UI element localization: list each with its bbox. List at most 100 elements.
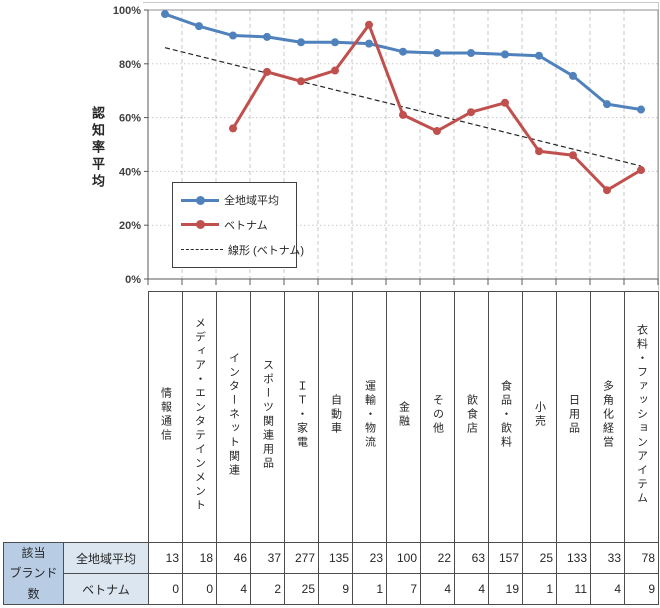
category-header-cell: 運輸・物流: [352, 291, 387, 543]
value-cell: 7: [386, 573, 421, 606]
category-header-cell: 飲食店: [454, 291, 489, 543]
table-row: 該当 ブランド 数全地域平均 13 18 46 37 277 135 23 100 22 63 157…: [3, 541, 659, 606]
value-cell: 37: [250, 541, 285, 575]
value-cell: 33: [590, 541, 625, 575]
category-header-label: 小売: [533, 400, 546, 429]
category-header-label: インターネット関連: [227, 351, 240, 478]
value-cell: 9: [624, 573, 659, 606]
data-point-marker: [331, 38, 339, 47]
value-cell: 4: [216, 573, 251, 606]
value-cell: 63: [454, 541, 489, 575]
row-label-cell: 全地域平均: [63, 541, 149, 575]
value-cell: 19: [488, 573, 523, 606]
data-point-marker: [535, 51, 543, 60]
data-point-marker: [637, 105, 645, 114]
legend-entry-all-region: 全地域平均: [181, 192, 288, 208]
data-point-marker: [263, 32, 271, 41]
data-point-marker: [501, 98, 509, 107]
value-cell: 1: [352, 573, 387, 606]
value-cell: 25: [284, 573, 319, 606]
data-point-marker: [433, 127, 441, 136]
category-header-cell: 衣料・ファッションアイテム: [624, 291, 659, 543]
value-cell: 23: [352, 541, 387, 575]
y-tick-label: 0%: [125, 274, 141, 286]
table-row: ベトナム 0 0 4 2 25 9 1 7 4 4 19 1 11 4 9: [4, 573, 659, 606]
data-point-marker: [467, 108, 475, 117]
data-point-marker: [331, 66, 339, 75]
category-header-label: 食品・飲料: [499, 379, 512, 450]
data-point-marker: [535, 147, 543, 156]
y-tick-label: 100%: [113, 5, 141, 17]
legend-entry-trendline: 線形 (ベトナム): [181, 242, 304, 258]
value-cell: 18: [182, 541, 217, 575]
value-cell: 133: [556, 541, 591, 575]
value-cell: 0: [182, 573, 217, 606]
data-point-marker: [467, 49, 475, 58]
value-cell: 9: [318, 573, 353, 606]
data-point-marker: [603, 186, 611, 195]
data-point-marker: [297, 77, 305, 86]
category-header-label: 情報通信: [159, 386, 172, 443]
category-header-cell: ＩＴ・家電: [284, 291, 319, 543]
data-point-marker: [603, 100, 611, 109]
category-header-cell: 日用品: [556, 291, 591, 543]
y-axis-title: 認知率平均: [90, 106, 105, 191]
data-point-marker: [297, 38, 305, 47]
category-header-cell: 金融: [386, 291, 421, 543]
category-header-label: 運輸・物流: [363, 379, 376, 450]
value-cell: 11: [556, 573, 591, 606]
data-point-marker: [569, 71, 577, 80]
category-header-cell: その他: [420, 291, 455, 543]
category-header-cell: 小売: [522, 291, 557, 543]
value-cell: 277: [284, 541, 319, 575]
legend-entry-vietnam: ベトナム: [181, 217, 288, 233]
value-cell: 13: [148, 541, 183, 575]
data-point-marker: [229, 31, 237, 40]
row-label-cell: ベトナム: [63, 573, 149, 606]
value-cell: 135: [318, 541, 353, 575]
category-header-cell: 食品・飲料: [488, 291, 523, 543]
awareness-line-chart: 0% 20% 40% 60% 80% 100%: [113, 5, 659, 286]
category-header-label: 衣料・ファッションアイテム: [635, 323, 648, 506]
category-header-label: 飲食店: [465, 393, 478, 436]
category-header-label: 自動車: [329, 393, 342, 436]
value-cell: 4: [590, 573, 625, 606]
chart-frame-top-border: [143, 2, 659, 3]
data-point-marker: [433, 49, 441, 58]
trendline: [164, 47, 642, 167]
value-cell: 4: [454, 573, 489, 606]
category-header-cell: スポーツ関連用品: [250, 291, 285, 543]
value-cell: 78: [624, 541, 659, 575]
data-point-marker: [263, 67, 271, 76]
table-spacer: [4, 292, 149, 543]
y-tick-label: 60%: [119, 113, 141, 125]
category-header-label: スポーツ関連用品: [261, 358, 274, 471]
category-header-cell: メディア・エンタテインメント: [182, 291, 217, 543]
data-point-marker: [195, 22, 203, 31]
value-cell: 46: [216, 541, 251, 575]
legend-line-marker-icon: [181, 220, 219, 230]
category-header-label: 多角化経営: [601, 379, 614, 450]
category-header-label: メディア・エンタテインメント: [193, 316, 206, 513]
y-tick-label: 40%: [119, 166, 141, 178]
category-header-label: ＩＴ・家電: [295, 379, 308, 450]
category-header-cell: インターネット関連: [216, 291, 251, 543]
value-cell: 100: [386, 541, 421, 575]
category-header-label: 日用品: [567, 393, 580, 436]
chart-legend: 全地域平均 ベトナム 線形 (ベトナム): [172, 182, 304, 268]
data-point-marker: [229, 124, 237, 133]
data-point-marker: [569, 151, 577, 160]
corner-header-cell: 該当 ブランド 数: [3, 541, 64, 606]
data-point-marker: [501, 50, 509, 59]
value-cell: 22: [420, 541, 455, 575]
y-tick-label: 80%: [119, 59, 141, 71]
legend-dashed-line-icon: [181, 249, 223, 251]
category-header-label: その他: [431, 393, 444, 436]
data-point-marker: [365, 20, 373, 29]
brand-count-table: 情報通信 メディア・エンタテインメント インターネット関連 スポーツ関連用品 ＩＴ・家電…: [3, 291, 659, 606]
value-cell: 25: [522, 541, 557, 575]
category-header-cell: 自動車: [318, 291, 353, 543]
data-point-marker: [637, 166, 645, 175]
value-cell: 0: [148, 573, 183, 606]
